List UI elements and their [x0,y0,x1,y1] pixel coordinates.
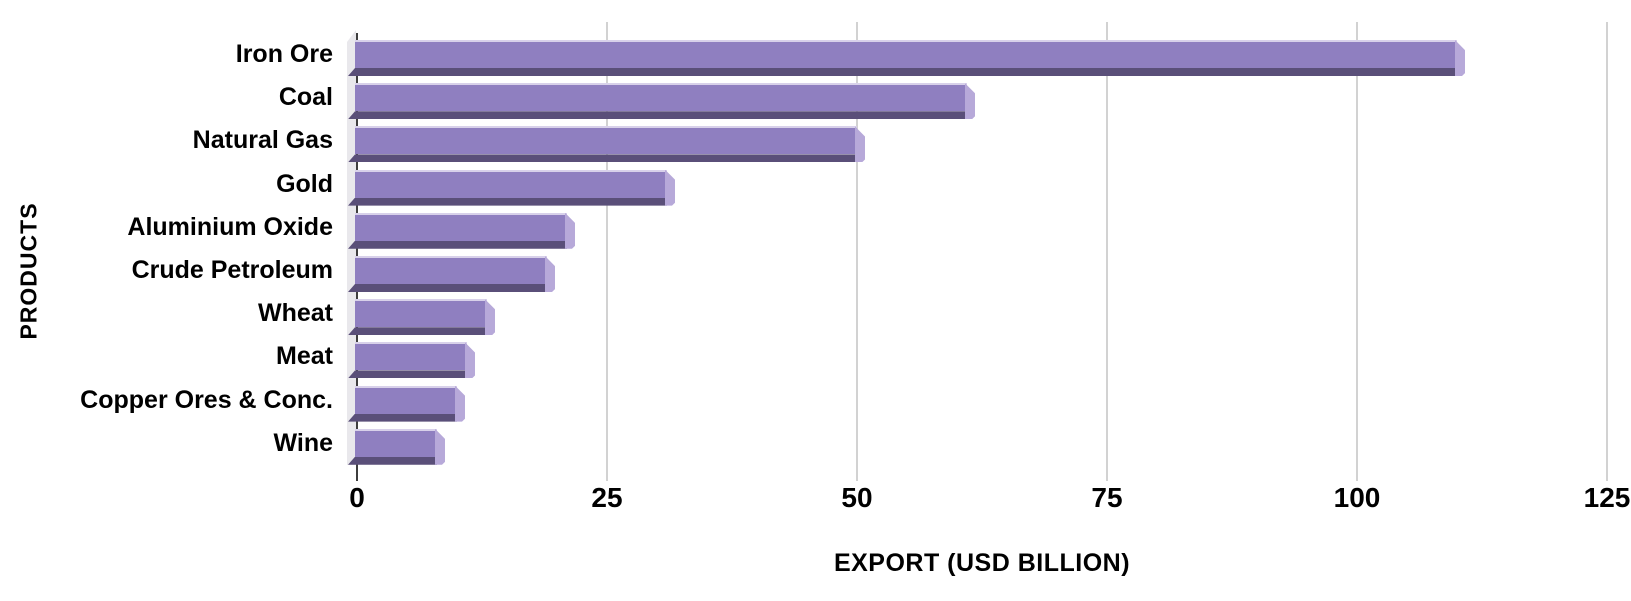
bar-band [348,111,967,120]
bar-cap [455,385,465,422]
bar-cap [965,83,975,120]
bar-band [348,68,1457,76]
category-label: Copper Ores & Conc. [80,385,333,414]
x-tick-label-100: 100 [1333,482,1381,513]
bar-face [355,428,437,457]
bar [348,299,495,336]
bar [348,385,465,422]
bar-face [355,342,467,371]
bar-face [355,385,457,414]
bar-band [348,284,547,292]
x-tick-label-125: 125 [1583,482,1631,513]
bar [348,428,445,465]
bar-band [348,154,857,163]
category-label: Wheat [258,299,333,328]
bar-cap [665,169,675,206]
bar [348,256,555,292]
bar-face [355,126,857,155]
category-label: Meat [276,342,333,371]
category-label: Iron Ore [235,40,333,68]
bar [348,126,865,163]
gridline-50 [856,22,858,481]
x-axis-title: EXPORT (USD BILLION) [833,549,1131,577]
category-label: Crude Petroleum [131,256,333,284]
bar-band [348,370,467,379]
bar-face [355,169,667,198]
bar-cap [565,212,575,249]
bar [348,40,1465,76]
bar-cap [855,126,865,163]
bar-band [348,456,437,465]
bar-cap [1455,40,1465,76]
bar-band [348,413,457,422]
bar-cap [465,342,475,379]
bar-cap [485,299,495,336]
category-label: Natural Gas [192,126,333,155]
x-tick-label-0: 0 [349,482,365,513]
gridline-75 [1106,22,1108,481]
bar-cap [435,428,445,465]
bar-face [355,40,1457,68]
bar-face [355,299,487,328]
gridline-25 [606,22,608,481]
category-label: Aluminium Oxide [127,212,333,241]
bar [348,169,675,206]
bar [348,342,475,379]
category-label: Wine [273,428,334,457]
x-tick-label-25: 25 [591,482,623,513]
bar-face [355,212,567,241]
bar-face [355,256,547,284]
bar [348,83,975,120]
x-tick-label-50: 50 [841,482,873,513]
bar-face [355,83,967,112]
category-label: Gold [276,169,333,198]
x-tick-label-75: 75 [1091,482,1123,513]
bar-band [348,197,667,206]
gridline-100 [1356,22,1358,481]
bar-band [348,240,567,249]
bar-cap [545,256,555,292]
bar-band [348,327,487,336]
gridline-125 [1606,22,1608,481]
bar [348,212,575,249]
category-label: Coal [278,83,333,112]
